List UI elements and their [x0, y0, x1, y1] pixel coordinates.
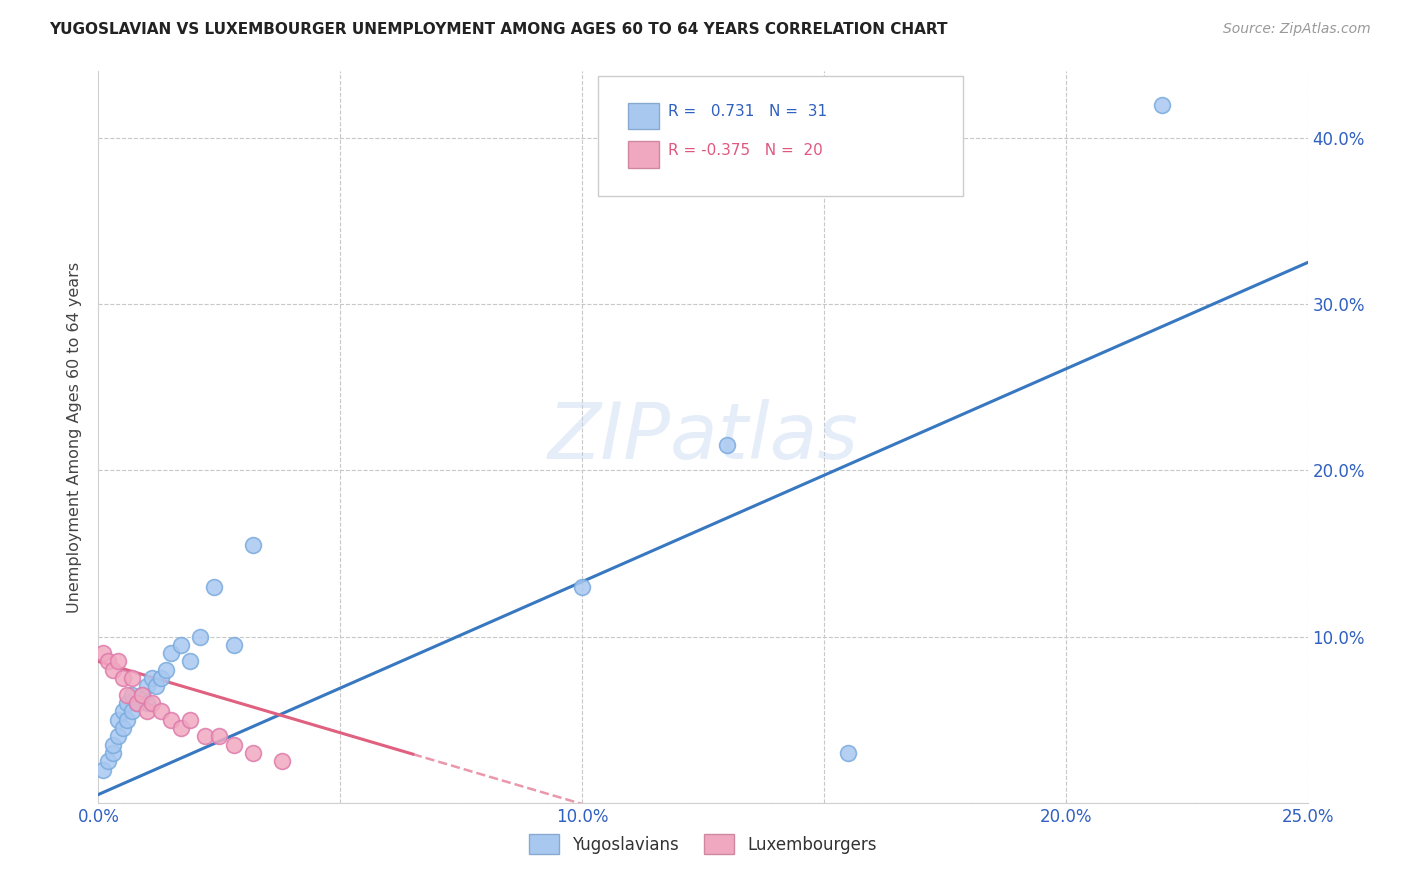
Point: [169, 638, 191, 652]
Point: [135, 705, 157, 719]
Point: [101, 746, 124, 760]
Point: [111, 705, 134, 719]
Point: [160, 713, 183, 727]
Point: [107, 655, 129, 669]
Point: [155, 663, 177, 677]
Point: [121, 705, 143, 719]
Point: [117, 696, 139, 710]
Point: [141, 671, 163, 685]
Text: R = -0.375   N =  20: R = -0.375 N = 20: [668, 143, 823, 158]
Point: [222, 638, 245, 652]
Point: [107, 713, 129, 727]
Point: [141, 696, 163, 710]
Point: [179, 713, 201, 727]
Point: [117, 688, 139, 702]
Point: [101, 663, 124, 677]
Point: [271, 754, 294, 768]
Point: [131, 688, 153, 702]
Point: [97, 655, 120, 669]
Text: Source: ZipAtlas.com: Source: ZipAtlas.com: [1223, 22, 1371, 37]
Point: [91, 646, 114, 660]
Text: R =   0.731   N =  31: R = 0.731 N = 31: [668, 104, 827, 120]
Point: [101, 738, 124, 752]
Point: [571, 580, 593, 594]
Point: [135, 696, 157, 710]
Point: [179, 655, 201, 669]
Text: YUGOSLAVIAN VS LUXEMBOURGER UNEMPLOYMENT AMONG AGES 60 TO 64 YEARS CORRELATION C: YUGOSLAVIAN VS LUXEMBOURGER UNEMPLOYMENT…: [49, 22, 948, 37]
Point: [716, 438, 738, 452]
Point: [121, 688, 143, 702]
Point: [117, 713, 139, 727]
Point: [242, 538, 264, 552]
Point: [145, 680, 167, 694]
Point: [194, 729, 217, 743]
Point: [208, 729, 231, 743]
Point: [150, 671, 173, 685]
Point: [135, 680, 157, 694]
Point: [222, 738, 245, 752]
Point: [204, 580, 226, 594]
Point: [127, 696, 149, 710]
Point: [188, 630, 211, 644]
Point: [121, 671, 143, 685]
Point: [837, 746, 859, 760]
Legend: Yugoslavians, Luxembourgers: Yugoslavians, Luxembourgers: [523, 828, 883, 860]
Text: ZIPatlas: ZIPatlas: [547, 399, 859, 475]
Point: [1152, 97, 1174, 112]
Point: [107, 729, 129, 743]
Point: [111, 671, 134, 685]
Point: [111, 721, 134, 735]
Point: [160, 646, 183, 660]
Point: [169, 721, 191, 735]
Point: [242, 746, 264, 760]
Point: [91, 763, 114, 777]
Point: [150, 705, 173, 719]
Point: [97, 754, 120, 768]
Point: [131, 688, 153, 702]
Y-axis label: Unemployment Among Ages 60 to 64 years: Unemployment Among Ages 60 to 64 years: [67, 261, 83, 613]
Point: [127, 696, 149, 710]
